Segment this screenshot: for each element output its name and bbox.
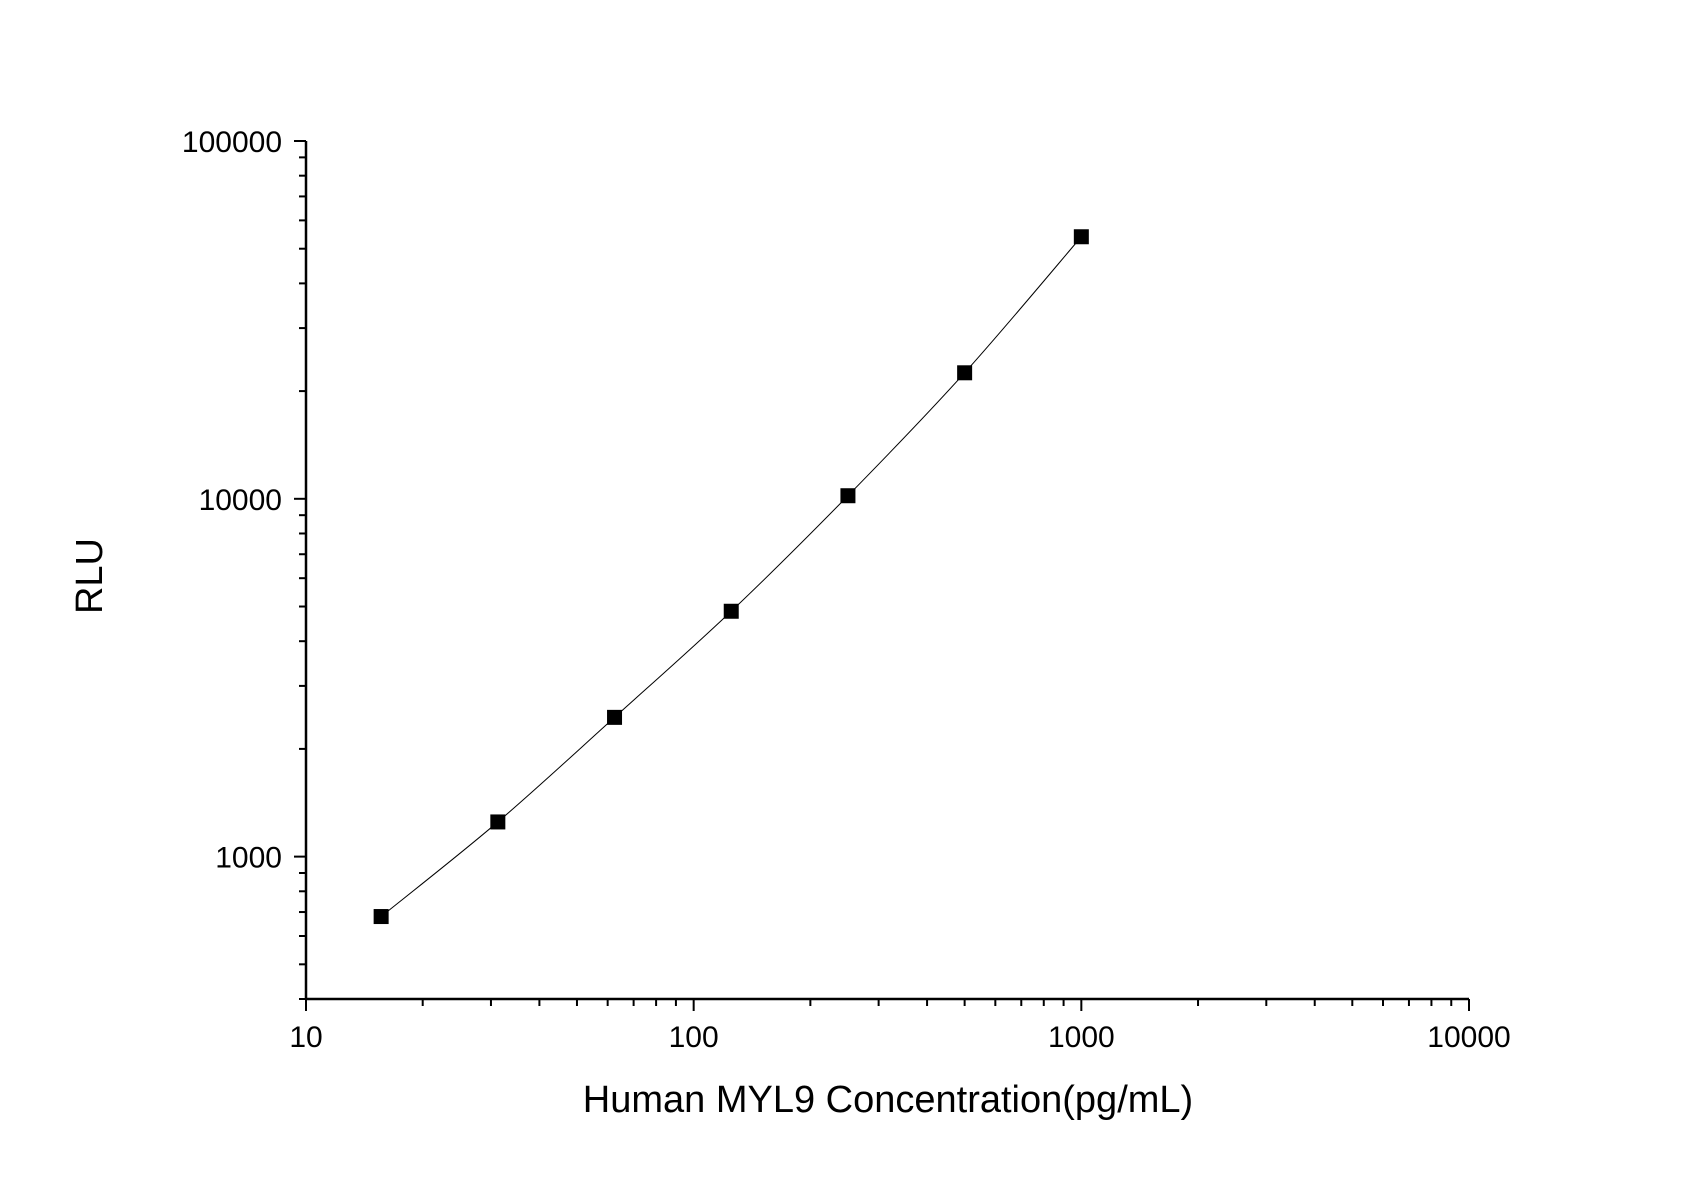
y-tick-label: 1000 (215, 842, 282, 875)
ticks (294, 140, 1470, 1011)
x-tick-label: 10000 (1427, 1021, 1510, 1054)
y-tick-label: 10000 (199, 484, 282, 517)
data-point (723, 603, 739, 619)
data-points (373, 229, 1089, 925)
x-tick-label: 10 (289, 1021, 322, 1054)
x-axis-title: Human MYL9 Concentration(pg/mL) (583, 1079, 1193, 1121)
data-point (607, 709, 623, 725)
y-tick-label: 100000 (182, 126, 282, 159)
data-point (490, 814, 506, 830)
data-point (840, 488, 856, 504)
data-point (373, 909, 389, 925)
tick-labels: 10 100 1000 10000 1000 10000 100000 (182, 126, 1511, 1054)
x-tick-label: 100 (669, 1021, 719, 1054)
data-point (1073, 229, 1089, 245)
x-tick-label: 1000 (1048, 1021, 1115, 1054)
y-axis-title: RLU (69, 538, 111, 614)
data-point (957, 365, 973, 381)
axes (304, 141, 1469, 1001)
fit-curve (380, 236, 1082, 917)
